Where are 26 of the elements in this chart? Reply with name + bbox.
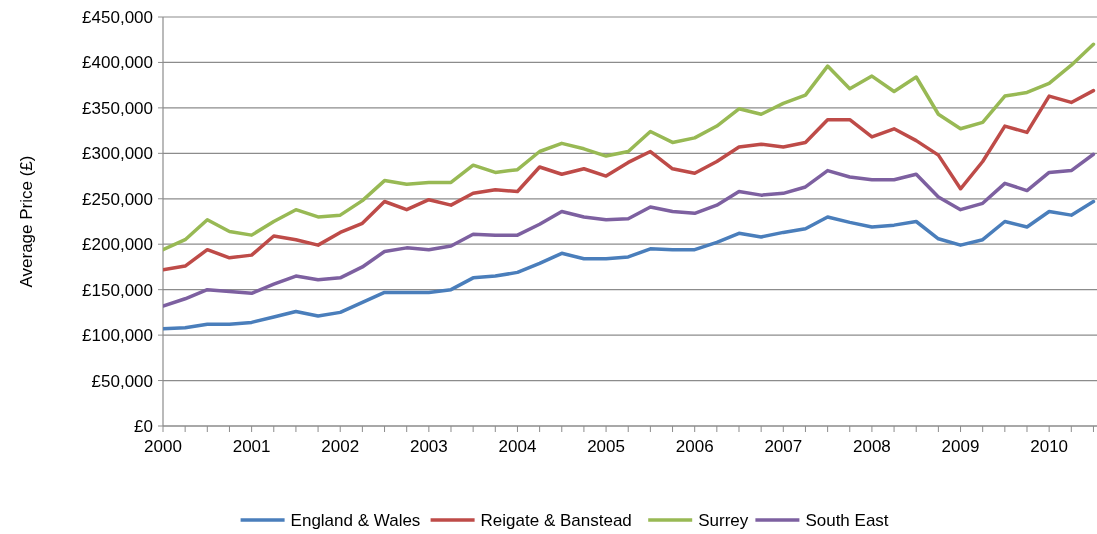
y-tick-label: £350,000	[82, 98, 153, 118]
x-tick-label: 2005	[587, 437, 625, 456]
legend-label: Surrey	[698, 510, 749, 530]
y-tick-label: £0	[134, 416, 153, 436]
x-tick-label: 2003	[409, 437, 448, 456]
x-tick-label: 2004	[498, 437, 537, 456]
x-tick-label: 2002	[321, 437, 360, 456]
x-tick-label: 2000	[144, 437, 182, 456]
x-tick-label: 2009	[941, 437, 980, 456]
y-tick-label: £300,000	[82, 144, 153, 164]
legend-label: South East	[805, 510, 889, 530]
y-axis-title: Average Price (£)	[17, 155, 36, 288]
y-tick-label: £100,000	[82, 326, 153, 346]
legend-label: England & Wales	[290, 510, 421, 530]
y-tick-label: £400,000	[82, 53, 153, 73]
x-tick-label: 2010	[1030, 437, 1069, 456]
x-tick-label: 2008	[853, 437, 891, 456]
x-tick-label: 2006	[675, 437, 714, 456]
y-tick-label: £450,000	[82, 7, 153, 27]
legend-label: Reigate & Banstead	[480, 510, 632, 530]
y-tick-label: £200,000	[82, 235, 153, 255]
y-tick-label: £150,000	[82, 280, 153, 300]
y-tick-label: £50,000	[91, 371, 153, 391]
x-tick-label: 2007	[764, 437, 803, 456]
x-tick-label: 2001	[232, 437, 271, 456]
y-tick-label: £250,000	[82, 189, 153, 209]
